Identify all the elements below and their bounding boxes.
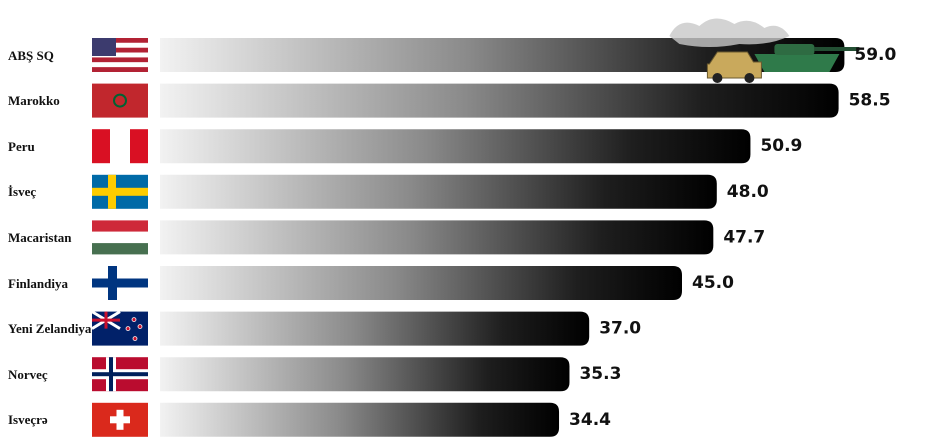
tank-gun: [814, 47, 860, 51]
bar: [160, 266, 682, 300]
flag-band: [92, 231, 148, 244]
wheel: [712, 73, 723, 83]
flag-cross: [92, 278, 148, 288]
flag-band: [92, 220, 148, 232]
flag: [91, 310, 148, 346]
flag-star: [113, 93, 127, 108]
flag-band: [92, 129, 110, 164]
value-label: 34.4: [569, 410, 611, 430]
value-label: 50.9: [760, 136, 802, 156]
category-label: ABŞ SQ: [8, 47, 54, 63]
tank-body: [754, 54, 840, 72]
flag-star: [131, 317, 137, 323]
flag: [92, 357, 148, 392]
flag-stripe: [92, 57, 148, 63]
bar: [160, 174, 717, 209]
value-label: 35.3: [579, 364, 621, 384]
bar: [160, 311, 590, 346]
category-label: Finlandiya: [8, 275, 68, 291]
humvee: [706, 51, 762, 79]
category-label: Yeni Zelandiya: [8, 321, 92, 337]
category-label: Isveçrə: [8, 412, 48, 428]
category-label: Macaristan: [8, 229, 72, 245]
flag-stripe: [92, 52, 148, 58]
flag-star: [132, 336, 138, 342]
value-label: 47.7: [723, 227, 765, 247]
flag: [92, 266, 148, 300]
value-label: 58.5: [849, 91, 891, 111]
flag-stripe: [92, 38, 148, 43]
smoke: [669, 18, 790, 47]
flag-stripe: [92, 42, 148, 48]
flag-band: [130, 129, 148, 164]
bar: [160, 83, 839, 118]
flag-canton: [92, 38, 116, 56]
flag: [92, 402, 148, 437]
flag: [92, 174, 148, 209]
category-label: Peru: [8, 138, 35, 154]
bar: [160, 357, 570, 392]
value-label: 45.0: [692, 273, 734, 293]
bar: [160, 129, 751, 164]
flag: [92, 220, 148, 255]
flag-band: [92, 243, 148, 255]
flag-cross: [110, 416, 130, 424]
bar: [160, 220, 714, 255]
bar: [160, 38, 845, 72]
flag-field: [92, 83, 148, 118]
flag: [92, 129, 148, 164]
wheel: [744, 73, 755, 83]
flag-stripe: [92, 62, 148, 68]
flag-star: [125, 326, 131, 332]
category-label: Marokko: [8, 93, 60, 109]
category-label: İsveç: [8, 184, 37, 200]
flag: [92, 83, 148, 118]
flag-union: [92, 311, 120, 329]
military-icon: [669, 18, 860, 83]
value-label: 48.0: [727, 182, 769, 202]
category-label: Norveç: [8, 366, 48, 382]
flag-stripe: [92, 47, 148, 53]
flag-stripe: [92, 67, 148, 72]
value-label: 59.0: [854, 45, 896, 65]
value-label: 37.0: [599, 319, 641, 339]
flag-cross: [92, 372, 148, 377]
flag-star: [137, 324, 143, 330]
tank-turret: [774, 44, 815, 55]
flag: [92, 38, 148, 72]
bar: [160, 402, 560, 437]
flag-cross: [92, 187, 148, 196]
